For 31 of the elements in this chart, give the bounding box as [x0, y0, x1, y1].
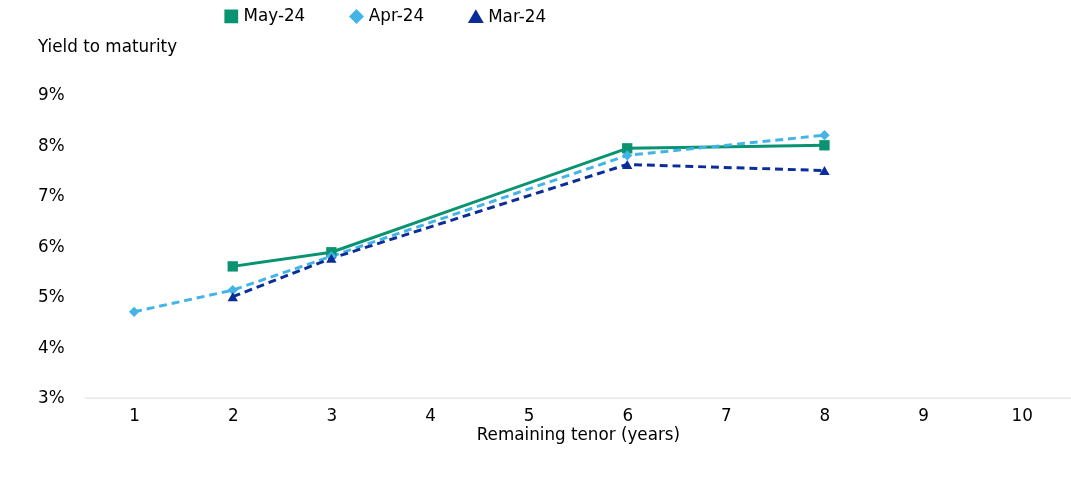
x-tick-label: 4 [425, 404, 436, 425]
y-tick-label: 4% [37, 336, 65, 357]
y-axis-title: Yield to maturity [36, 35, 178, 56]
legend-label: May-24 [243, 5, 306, 26]
x-tick-label: 8 [819, 404, 831, 425]
point [227, 284, 238, 296]
y-tick-label: 7% [37, 185, 65, 206]
x-tick-label: 7 [720, 404, 732, 425]
x-tick-label: 1 [129, 404, 140, 425]
x-tick-label: 9 [918, 404, 929, 425]
point [128, 306, 140, 317]
point [227, 292, 238, 302]
legend-label: Mar-24 [488, 5, 547, 26]
x-tick-label: 2 [227, 404, 239, 425]
point [622, 159, 633, 169]
point [819, 166, 830, 175]
point [819, 130, 830, 141]
y-tick-label: 8% [37, 134, 65, 155]
y-tick-label: 9% [37, 84, 65, 105]
point [819, 140, 830, 151]
point [227, 261, 238, 272]
x-tick-label: 5 [523, 404, 535, 425]
point [622, 150, 633, 161]
legend-label: Apr-24 [368, 5, 425, 26]
y-tick-label: 5% [37, 286, 65, 307]
y-tick-label: 6% [37, 235, 65, 256]
x-tick-label: 10 [1011, 404, 1033, 425]
x-axis-title: Remaining tenor (years) [476, 424, 681, 445]
y-tick-label: 3% [37, 387, 65, 408]
x-tick-label: 6 [622, 404, 634, 425]
x-tick-label: 3 [326, 404, 338, 425]
